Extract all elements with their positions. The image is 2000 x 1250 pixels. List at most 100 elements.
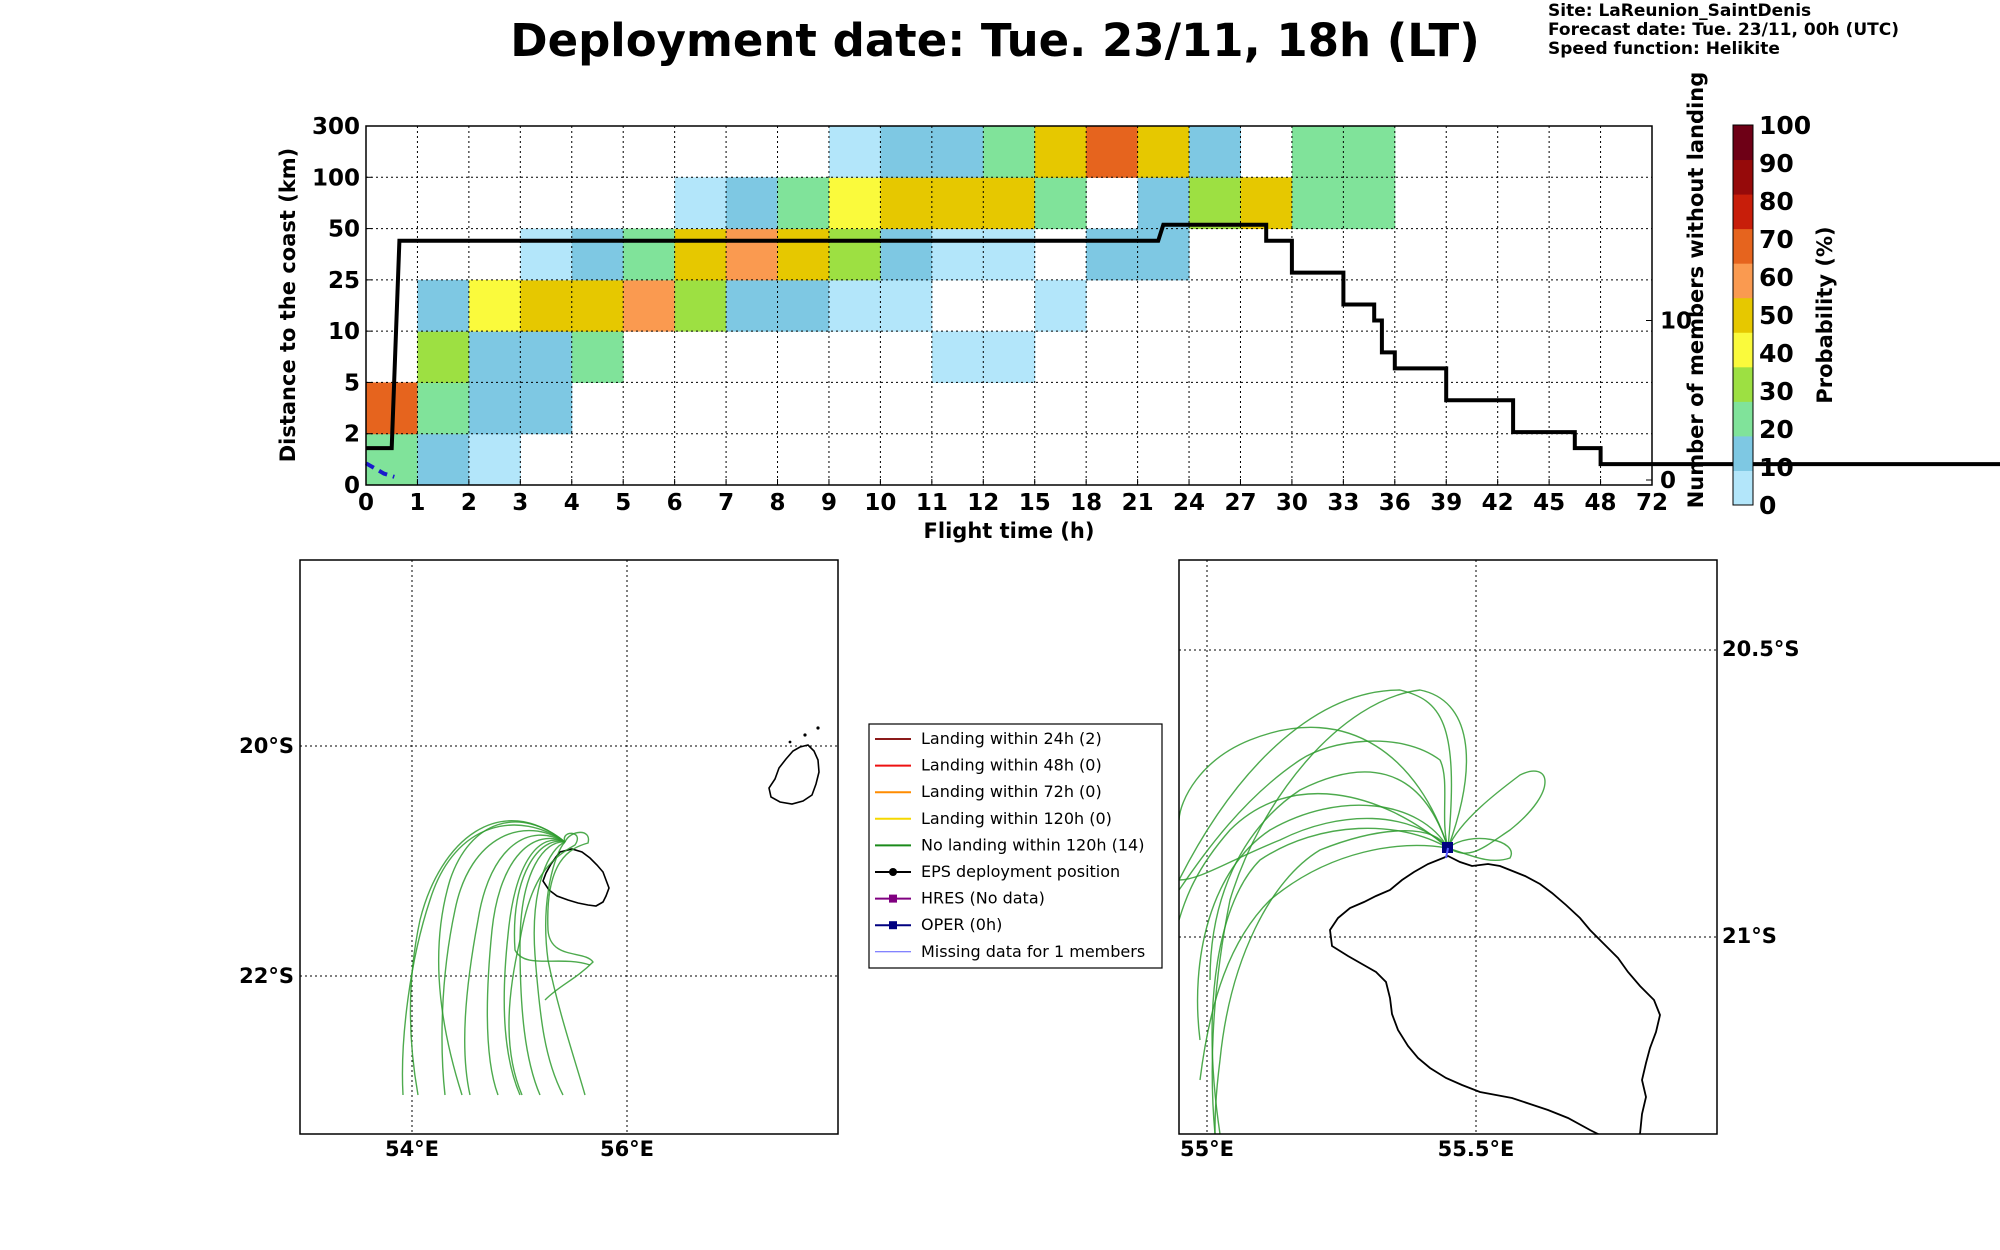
colorbar-segment <box>1733 435 1753 471</box>
no-landing-trajectory <box>1214 830 1449 1134</box>
heatmap-cell <box>828 126 881 178</box>
colorbar-tick-label: 90 <box>1759 149 1794 178</box>
x-tick-label: 9 <box>821 490 837 516</box>
heatmap-cell <box>1034 279 1087 332</box>
colorbar-segment <box>1733 470 1753 506</box>
island-dot <box>788 740 792 744</box>
heatmap-cell <box>623 228 676 281</box>
reunion-coastline <box>542 848 610 907</box>
heatmap-cell <box>777 279 830 332</box>
island-dot <box>803 733 807 737</box>
no-landing-trajectory <box>1447 770 1546 854</box>
heatmap-cell <box>931 331 984 383</box>
island-dot <box>816 726 820 730</box>
no-landing-trajectory <box>1211 827 1449 1134</box>
no-landing-trajectory <box>1179 740 1449 891</box>
map-lon-label: 54°E <box>385 1137 439 1161</box>
oper-deployment-marker <box>1442 842 1453 853</box>
legend-marker <box>889 894 897 903</box>
heatmap-cell <box>1291 177 1344 230</box>
no-landing-trajectory <box>401 824 566 1096</box>
heatmap-cell <box>571 228 624 281</box>
heatmap-cell <box>880 177 933 230</box>
heatmap-cell <box>828 177 881 230</box>
colorbar-segment <box>1733 366 1753 402</box>
x-tick-label: 10 <box>864 490 896 516</box>
heatmap-cell <box>674 228 727 281</box>
legend-entry-label: EPS deployment position <box>921 862 1120 881</box>
colorbar-tick-label: 100 <box>1759 111 1811 140</box>
x-tick-label: 4 <box>564 490 580 516</box>
legend-entry-label: Landing within 48h (0) <box>921 756 1102 775</box>
map-lat-label: 21°S <box>1722 924 1777 948</box>
map-lat-label: 20.5°S <box>1722 637 1799 661</box>
colorbar-tick-label: 50 <box>1759 301 1794 330</box>
chart-title: Deployment date: Tue. 23/11, 18h (LT) <box>510 14 1480 67</box>
legend-entry-label: Landing within 72h (0) <box>921 782 1102 801</box>
heatmap-cell <box>468 382 521 435</box>
no-landing-trajectory <box>1179 726 1449 849</box>
map-frame <box>299 559 839 1135</box>
colorbar-tick-label: 20 <box>1759 415 1794 444</box>
reunion-coastline <box>1329 855 1661 1134</box>
forecast-date-label: Forecast date: Tue. 23/11, 00h (UTC) <box>1548 20 1899 40</box>
heatmap-cell <box>1343 126 1396 178</box>
heatmap-cell <box>983 126 1036 178</box>
heatmap-cell <box>983 228 1036 281</box>
x-tick-label: 36 <box>1379 490 1411 516</box>
x-tick-label: 3 <box>512 490 528 516</box>
x-axis-label: Flight time (h) <box>924 519 1095 543</box>
heatmap-cell <box>931 177 984 230</box>
heatmap-cell <box>983 177 1036 230</box>
legend-entry-label: Missing data for 1 members <box>921 942 1145 961</box>
heatmap-cell <box>777 228 830 281</box>
heatmap-cell <box>880 228 933 281</box>
x-tick-label: 7 <box>718 490 734 516</box>
heatmap-cell <box>1086 228 1139 281</box>
site-label: Site: LaReunion_SaintDenis <box>1548 1 1812 21</box>
heatmap-cell <box>417 382 470 435</box>
map-content <box>1179 689 1661 1134</box>
no-landing-trajectory <box>513 840 591 966</box>
x-tick-label: 21 <box>1122 490 1154 516</box>
legend-marker <box>889 921 897 930</box>
missing-data-trajectory <box>1445 847 1449 859</box>
heatmap-cell <box>468 331 521 383</box>
heatmap-cell <box>726 177 779 230</box>
colorbar-tick-label: 80 <box>1759 187 1794 216</box>
y-tick-label: 2 <box>344 422 360 448</box>
heatmap-cell <box>520 331 573 383</box>
heatmap-cell <box>468 433 521 486</box>
colorbar-segment <box>1733 125 1753 161</box>
map-lat-label: 22°S <box>239 964 294 988</box>
map-frame <box>1178 559 1718 1135</box>
members-without-landing-line <box>366 222 2000 467</box>
no-landing-trajectory <box>1447 837 1512 862</box>
no-landing-trajectory <box>464 834 566 1096</box>
heatmap-cell <box>417 331 470 383</box>
heatmap-cell <box>1189 126 1241 178</box>
heatmap-cell <box>828 279 881 332</box>
x-tick-label: 45 <box>1533 490 1565 516</box>
colorbar-tick-label: 0 <box>1759 491 1776 520</box>
colorbar-segment <box>1733 159 1753 195</box>
x-tick-label: 27 <box>1224 490 1256 516</box>
map-lat-label: 20°S <box>239 734 294 758</box>
x-tick-label: 11 <box>916 490 948 516</box>
speed-function-label: Speed function: Helikite <box>1548 39 1780 59</box>
heatmap-cell <box>417 279 470 332</box>
heatmap-cell <box>1343 177 1396 230</box>
x-tick-label: 39 <box>1430 490 1462 516</box>
probability-colorbar: 0 10 20 30 40 50 60 70 80 90 100 Probability (%) <box>1732 111 1837 520</box>
colorbar-tick-label: 60 <box>1759 263 1794 292</box>
no-landing-trajectory <box>1209 771 1449 981</box>
no-landing-trajectory <box>437 821 566 1096</box>
x-tick-label: 24 <box>1173 490 1205 516</box>
colorbar-tick-label: 30 <box>1759 377 1794 406</box>
heatmap-cell <box>571 331 624 383</box>
colorbar-frame <box>1732 124 1754 506</box>
no-landing-trajectory <box>486 837 566 1096</box>
x-tick-label: 18 <box>1070 490 1102 516</box>
no-landing-trajectory <box>519 841 566 1096</box>
